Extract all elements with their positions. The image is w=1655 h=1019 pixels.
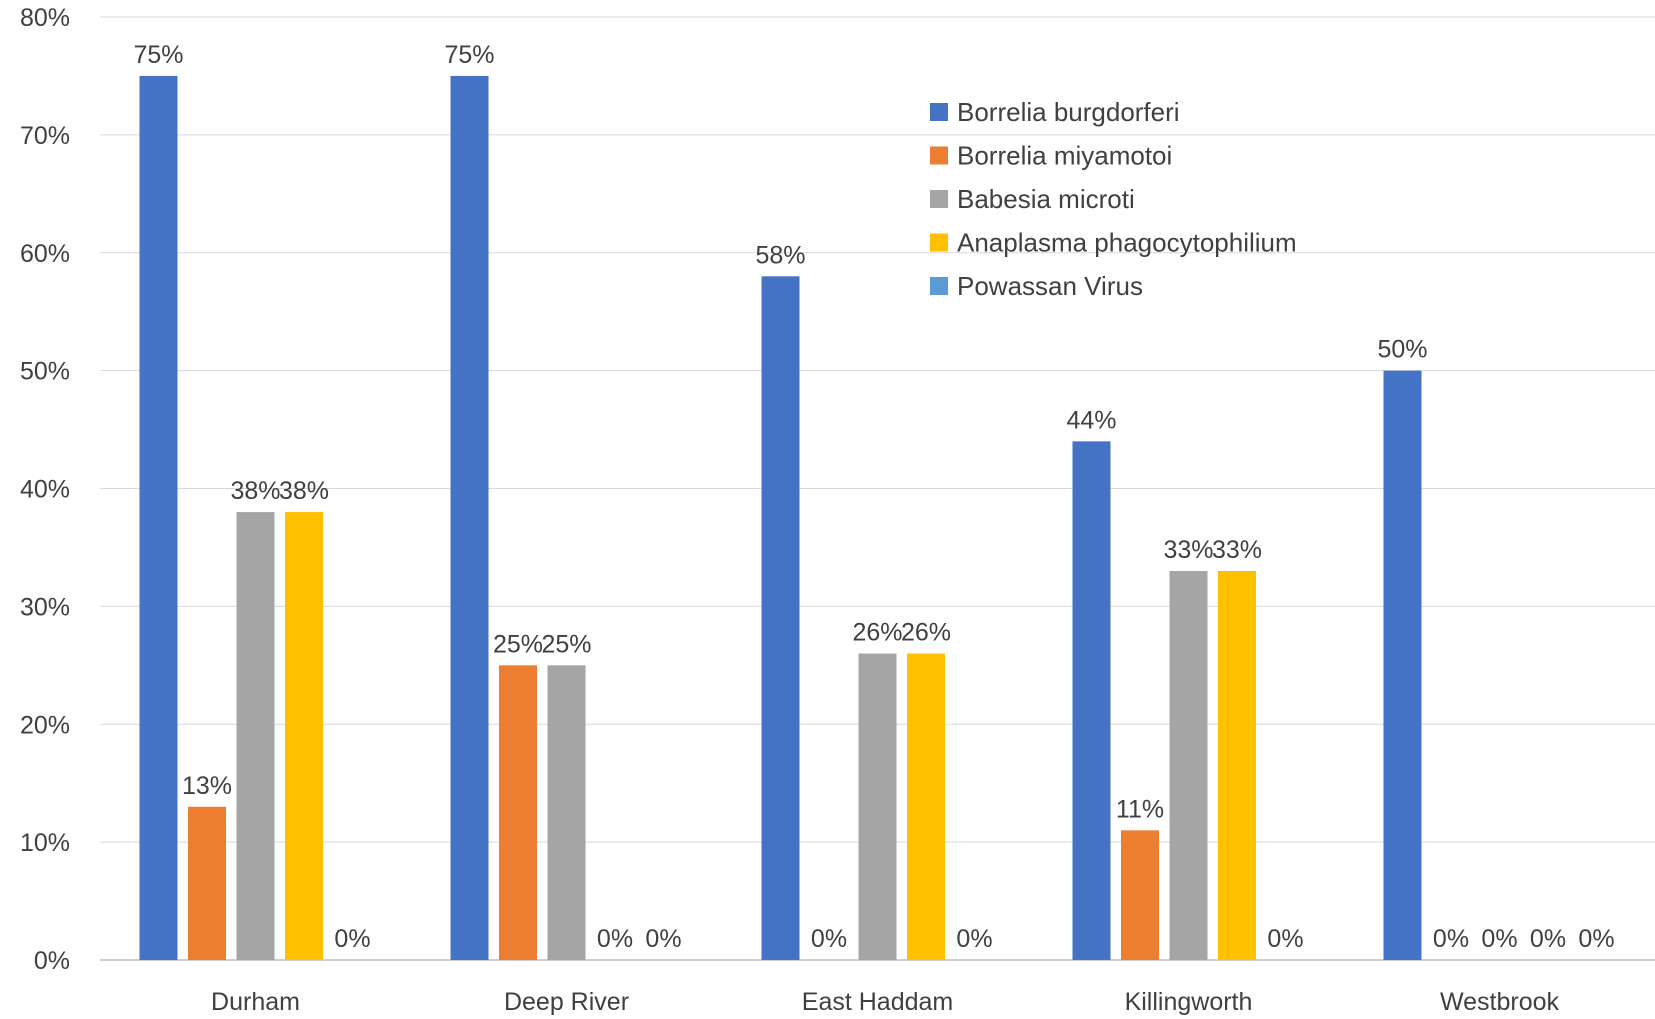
data-label: 0% [1481, 925, 1517, 953]
data-label: 0% [956, 925, 992, 953]
data-label: 13% [182, 772, 232, 800]
data-label: 44% [1066, 406, 1116, 434]
legend-swatch [930, 190, 948, 208]
legend-label: Babesia microti [957, 184, 1135, 214]
data-label: 0% [597, 925, 633, 953]
data-label: 38% [279, 477, 329, 505]
x-tick-label: Durham [211, 988, 300, 1016]
data-label: 0% [1578, 925, 1614, 953]
x-tick-label: Westbrook [1440, 988, 1560, 1016]
bar [1121, 830, 1159, 960]
legend-item: Anaplasma phagocytophilium [930, 228, 1297, 258]
legend-label: Anaplasma phagocytophilium [957, 228, 1297, 258]
legend-label: Borrelia burgdorferi [957, 97, 1180, 127]
data-label: 26% [901, 619, 951, 647]
bars [139, 75, 1422, 961]
legend-swatch [930, 233, 948, 252]
y-tick-label: 10% [20, 829, 70, 857]
bar [499, 665, 537, 960]
bar [1218, 571, 1256, 960]
data-label: 0% [645, 925, 681, 953]
legend-label: Powassan Virus [957, 271, 1143, 301]
data-label: 0% [334, 925, 370, 953]
bar [1383, 370, 1422, 960]
data-label: 75% [133, 41, 183, 69]
data-label: 50% [1377, 336, 1427, 364]
bar [285, 512, 323, 960]
data-label: 0% [811, 925, 847, 953]
bar [1072, 441, 1111, 961]
y-tick-label: 30% [20, 593, 70, 621]
data-label: 75% [444, 41, 494, 69]
data-label: 33% [1212, 536, 1262, 564]
data-label: 0% [1433, 925, 1469, 953]
y-tick-label: 60% [20, 240, 70, 268]
y-tick-label: 40% [20, 476, 70, 504]
y-tick-label: 70% [20, 122, 70, 150]
bar [547, 665, 586, 960]
legend-item: Borrelia burgdorferi [930, 97, 1180, 127]
data-label: 38% [230, 477, 280, 505]
y-tick-label: 0% [34, 947, 70, 975]
legend-label: Borrelia miyamotoi [957, 141, 1172, 171]
bar [907, 653, 945, 960]
data-label: 25% [493, 630, 543, 658]
legend-swatch [930, 277, 948, 295]
data-label: 11% [1116, 795, 1164, 823]
data-label: 58% [755, 241, 805, 269]
bar [450, 75, 489, 960]
data-labels: 75% 13% 38%38% 0% 75% 25%25% 0% 0% 58% 0% 26%26% 0%… [133, 41, 1614, 953]
legend: Borrelia burgdorferi Borrelia miyamotoi Ba… [930, 97, 1297, 301]
data-label: 0% [1267, 925, 1303, 953]
y-tick-label: 50% [20, 358, 70, 386]
x-tick-label: Killingworth [1125, 988, 1253, 1016]
bar [236, 512, 275, 960]
bar [858, 653, 897, 960]
y-axis-ticks: 0% 10% 20% 30% 40% 50% 60% 70% 80% [20, 4, 70, 975]
bar [1169, 571, 1208, 960]
legend-swatch [930, 146, 948, 165]
bar [139, 75, 178, 960]
legend-item: Borrelia miyamotoi [930, 141, 1172, 171]
bar [761, 276, 800, 960]
x-axis-ticks: Durham Deep River East Haddam Killingworth W… [211, 988, 1559, 1016]
legend-swatch [930, 103, 948, 121]
y-tick-label: 80% [20, 4, 70, 32]
legend-item: Powassan Virus [930, 271, 1143, 301]
data-label: 33% [1163, 536, 1213, 564]
x-tick-label: Deep River [504, 988, 629, 1016]
data-label: 25% [541, 630, 591, 658]
y-tick-label: 20% [20, 711, 70, 739]
data-label: 26% [852, 619, 902, 647]
bar [188, 806, 226, 960]
x-tick-label: East Haddam [802, 988, 953, 1016]
legend-item: Babesia microti [930, 184, 1135, 214]
data-label: 0% [1530, 925, 1566, 953]
